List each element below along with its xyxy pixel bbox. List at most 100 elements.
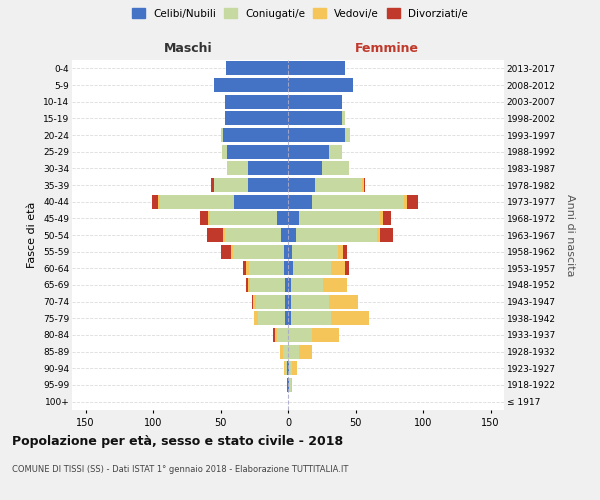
- Bar: [288, 228, 296, 242]
- Bar: [338, 244, 343, 259]
- Bar: [286, 311, 288, 326]
- Bar: [313, 328, 340, 342]
- Bar: [288, 344, 299, 359]
- Bar: [289, 378, 291, 392]
- Bar: [227, 144, 288, 159]
- Bar: [362, 178, 364, 192]
- Bar: [226, 62, 288, 76]
- Bar: [200, 211, 208, 226]
- Bar: [158, 194, 160, 209]
- Bar: [233, 244, 284, 259]
- Bar: [344, 128, 350, 142]
- Bar: [323, 278, 347, 292]
- Bar: [254, 311, 259, 326]
- Bar: [284, 261, 288, 276]
- Bar: [248, 162, 288, 175]
- Bar: [288, 78, 353, 92]
- Bar: [284, 244, 288, 259]
- Bar: [224, 94, 288, 109]
- Bar: [407, 194, 418, 209]
- Bar: [221, 244, 232, 259]
- Bar: [296, 228, 377, 242]
- Bar: [288, 294, 290, 308]
- Bar: [248, 178, 288, 192]
- Bar: [284, 361, 286, 376]
- Bar: [288, 112, 342, 126]
- Bar: [299, 344, 313, 359]
- Bar: [380, 211, 383, 226]
- Bar: [277, 328, 288, 342]
- Bar: [288, 378, 289, 392]
- Bar: [160, 194, 234, 209]
- Bar: [277, 211, 288, 226]
- Bar: [289, 361, 292, 376]
- Bar: [377, 228, 380, 242]
- Bar: [290, 311, 331, 326]
- Bar: [329, 144, 342, 159]
- Bar: [214, 178, 248, 192]
- Bar: [224, 112, 288, 126]
- Bar: [286, 278, 288, 292]
- Bar: [331, 261, 344, 276]
- Text: Maschi: Maschi: [164, 42, 213, 55]
- Bar: [331, 311, 369, 326]
- Bar: [249, 261, 284, 276]
- Bar: [287, 378, 288, 392]
- Bar: [329, 294, 358, 308]
- Bar: [288, 94, 342, 109]
- Bar: [223, 128, 288, 142]
- Bar: [322, 162, 349, 175]
- Bar: [214, 78, 288, 92]
- Bar: [343, 244, 347, 259]
- Bar: [288, 162, 322, 175]
- Bar: [253, 294, 256, 308]
- Bar: [152, 194, 158, 209]
- Bar: [290, 278, 323, 292]
- Text: Femmine: Femmine: [355, 42, 419, 55]
- Bar: [259, 311, 286, 326]
- Bar: [234, 194, 288, 209]
- Bar: [244, 261, 246, 276]
- Bar: [281, 228, 288, 242]
- Bar: [380, 228, 394, 242]
- Bar: [288, 144, 329, 159]
- Bar: [286, 361, 287, 376]
- Bar: [288, 311, 290, 326]
- Bar: [280, 344, 283, 359]
- Bar: [283, 344, 288, 359]
- Bar: [223, 228, 224, 242]
- Bar: [224, 228, 281, 242]
- Bar: [275, 328, 277, 342]
- Bar: [287, 361, 288, 376]
- Bar: [290, 378, 292, 392]
- Bar: [299, 211, 380, 226]
- Bar: [344, 261, 349, 276]
- Bar: [313, 194, 404, 209]
- Bar: [288, 178, 315, 192]
- Bar: [288, 62, 344, 76]
- Bar: [251, 294, 253, 308]
- Bar: [315, 178, 362, 192]
- Bar: [290, 294, 329, 308]
- Bar: [211, 178, 214, 192]
- Bar: [250, 278, 286, 292]
- Bar: [292, 244, 338, 259]
- Bar: [227, 162, 248, 175]
- Y-axis label: Anni di nascita: Anni di nascita: [565, 194, 575, 276]
- Text: COMUNE DI TISSI (SS) - Dati ISTAT 1° gennaio 2018 - Elaborazione TUTTITALIA.IT: COMUNE DI TISSI (SS) - Dati ISTAT 1° gen…: [12, 465, 349, 474]
- Bar: [256, 294, 286, 308]
- Bar: [222, 144, 227, 159]
- Bar: [404, 194, 407, 209]
- Bar: [288, 128, 344, 142]
- Bar: [288, 261, 293, 276]
- Y-axis label: Fasce di età: Fasce di età: [28, 202, 37, 268]
- Bar: [208, 211, 210, 226]
- Bar: [210, 211, 277, 226]
- Bar: [364, 178, 365, 192]
- Bar: [383, 211, 391, 226]
- Bar: [207, 228, 223, 242]
- Bar: [248, 278, 250, 292]
- Bar: [286, 294, 288, 308]
- Bar: [288, 328, 313, 342]
- Bar: [292, 361, 298, 376]
